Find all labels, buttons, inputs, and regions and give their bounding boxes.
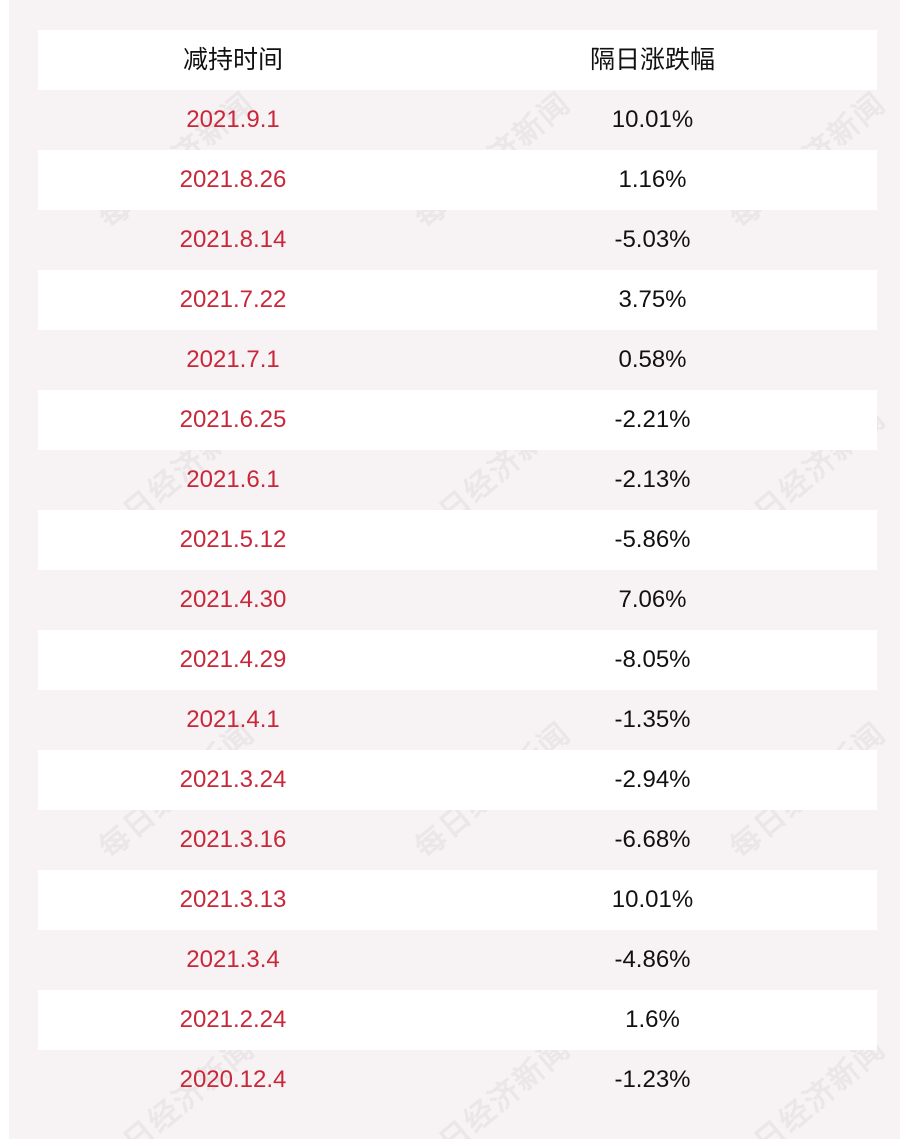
table-card: 每日经济新闻 每日经济新闻 每日经济新闻 每日经济新闻 每日经济新闻 每日经济新… bbox=[9, 0, 900, 1139]
table-row: 2021.3.16 -6.68% bbox=[38, 810, 877, 870]
date-cell: 2021.3.16 bbox=[179, 826, 287, 853]
table-row: 2021.6.25 -2.21% bbox=[38, 390, 877, 450]
table-row: 2021.9.1 10.01% bbox=[38, 90, 877, 150]
change-cell: 3.75% bbox=[618, 286, 687, 313]
change-cell: -2.21% bbox=[614, 406, 691, 433]
table-row: 2021.4.1 -1.35% bbox=[38, 690, 877, 750]
change-cell: -1.23% bbox=[614, 1066, 691, 1093]
table-row: 2021.2.24 1.6% bbox=[38, 990, 877, 1050]
date-cell: 2021.8.14 bbox=[179, 226, 287, 253]
date-cell: 2021.7.1 bbox=[186, 346, 280, 373]
date-cell: 2021.9.1 bbox=[186, 106, 280, 133]
date-cell: 2021.6.25 bbox=[179, 406, 287, 433]
table-row: 2021.6.1 -2.13% bbox=[38, 450, 877, 510]
change-cell: -5.03% bbox=[614, 226, 691, 253]
table-row: 2021.8.26 1.16% bbox=[38, 150, 877, 210]
table-row: 2021.3.4 -4.86% bbox=[38, 930, 877, 990]
change-cell: -6.68% bbox=[614, 826, 691, 853]
date-cell: 2021.4.1 bbox=[186, 706, 280, 733]
table-header-row: 减持时间 隔日涨跌幅 bbox=[38, 30, 877, 90]
table-row: 2020.12.4 -1.23% bbox=[38, 1050, 877, 1110]
table-row: 2021.5.12 -5.86% bbox=[38, 510, 877, 570]
change-cell: -2.94% bbox=[614, 766, 691, 793]
change-cell: -1.35% bbox=[614, 706, 691, 733]
date-cell: 2021.3.24 bbox=[179, 766, 287, 793]
table-row: 2021.4.30 7.06% bbox=[38, 570, 877, 630]
date-cell: 2021.8.26 bbox=[179, 166, 287, 193]
change-cell: 10.01% bbox=[611, 106, 694, 133]
table-row: 2021.4.29 -8.05% bbox=[38, 630, 877, 690]
change-cell: 0.58% bbox=[618, 346, 687, 373]
header-change: 隔日涨跌幅 bbox=[589, 46, 715, 74]
table-row: 2021.7.22 3.75% bbox=[38, 270, 877, 330]
date-cell: 2021.2.24 bbox=[179, 1006, 287, 1033]
sell-down-table: 减持时间 隔日涨跌幅 2021.9.1 10.01% 2021.8.26 1.1… bbox=[38, 30, 877, 1110]
change-cell: 1.6% bbox=[625, 1006, 680, 1033]
change-cell: -8.05% bbox=[614, 646, 691, 673]
date-cell: 2020.12.4 bbox=[179, 1066, 287, 1093]
change-cell: -2.13% bbox=[614, 466, 691, 493]
change-cell: 10.01% bbox=[611, 886, 694, 913]
change-cell: -4.86% bbox=[614, 946, 691, 973]
date-cell: 2021.4.30 bbox=[179, 586, 287, 613]
change-cell: 1.16% bbox=[618, 166, 687, 193]
table-row: 2021.7.1 0.58% bbox=[38, 330, 877, 390]
date-cell: 2021.7.22 bbox=[179, 286, 287, 313]
header-date: 减持时间 bbox=[182, 46, 283, 74]
date-cell: 2021.6.1 bbox=[186, 466, 280, 493]
date-cell: 2021.4.29 bbox=[179, 646, 287, 673]
table-row: 2021.3.13 10.01% bbox=[38, 870, 877, 930]
change-cell: -5.86% bbox=[614, 526, 691, 553]
date-cell: 2021.5.12 bbox=[179, 526, 287, 553]
table-row: 2021.8.14 -5.03% bbox=[38, 210, 877, 270]
date-cell: 2021.3.13 bbox=[179, 886, 287, 913]
change-cell: 7.06% bbox=[618, 586, 687, 613]
date-cell: 2021.3.4 bbox=[186, 946, 280, 973]
table-row: 2021.3.24 -2.94% bbox=[38, 750, 877, 810]
